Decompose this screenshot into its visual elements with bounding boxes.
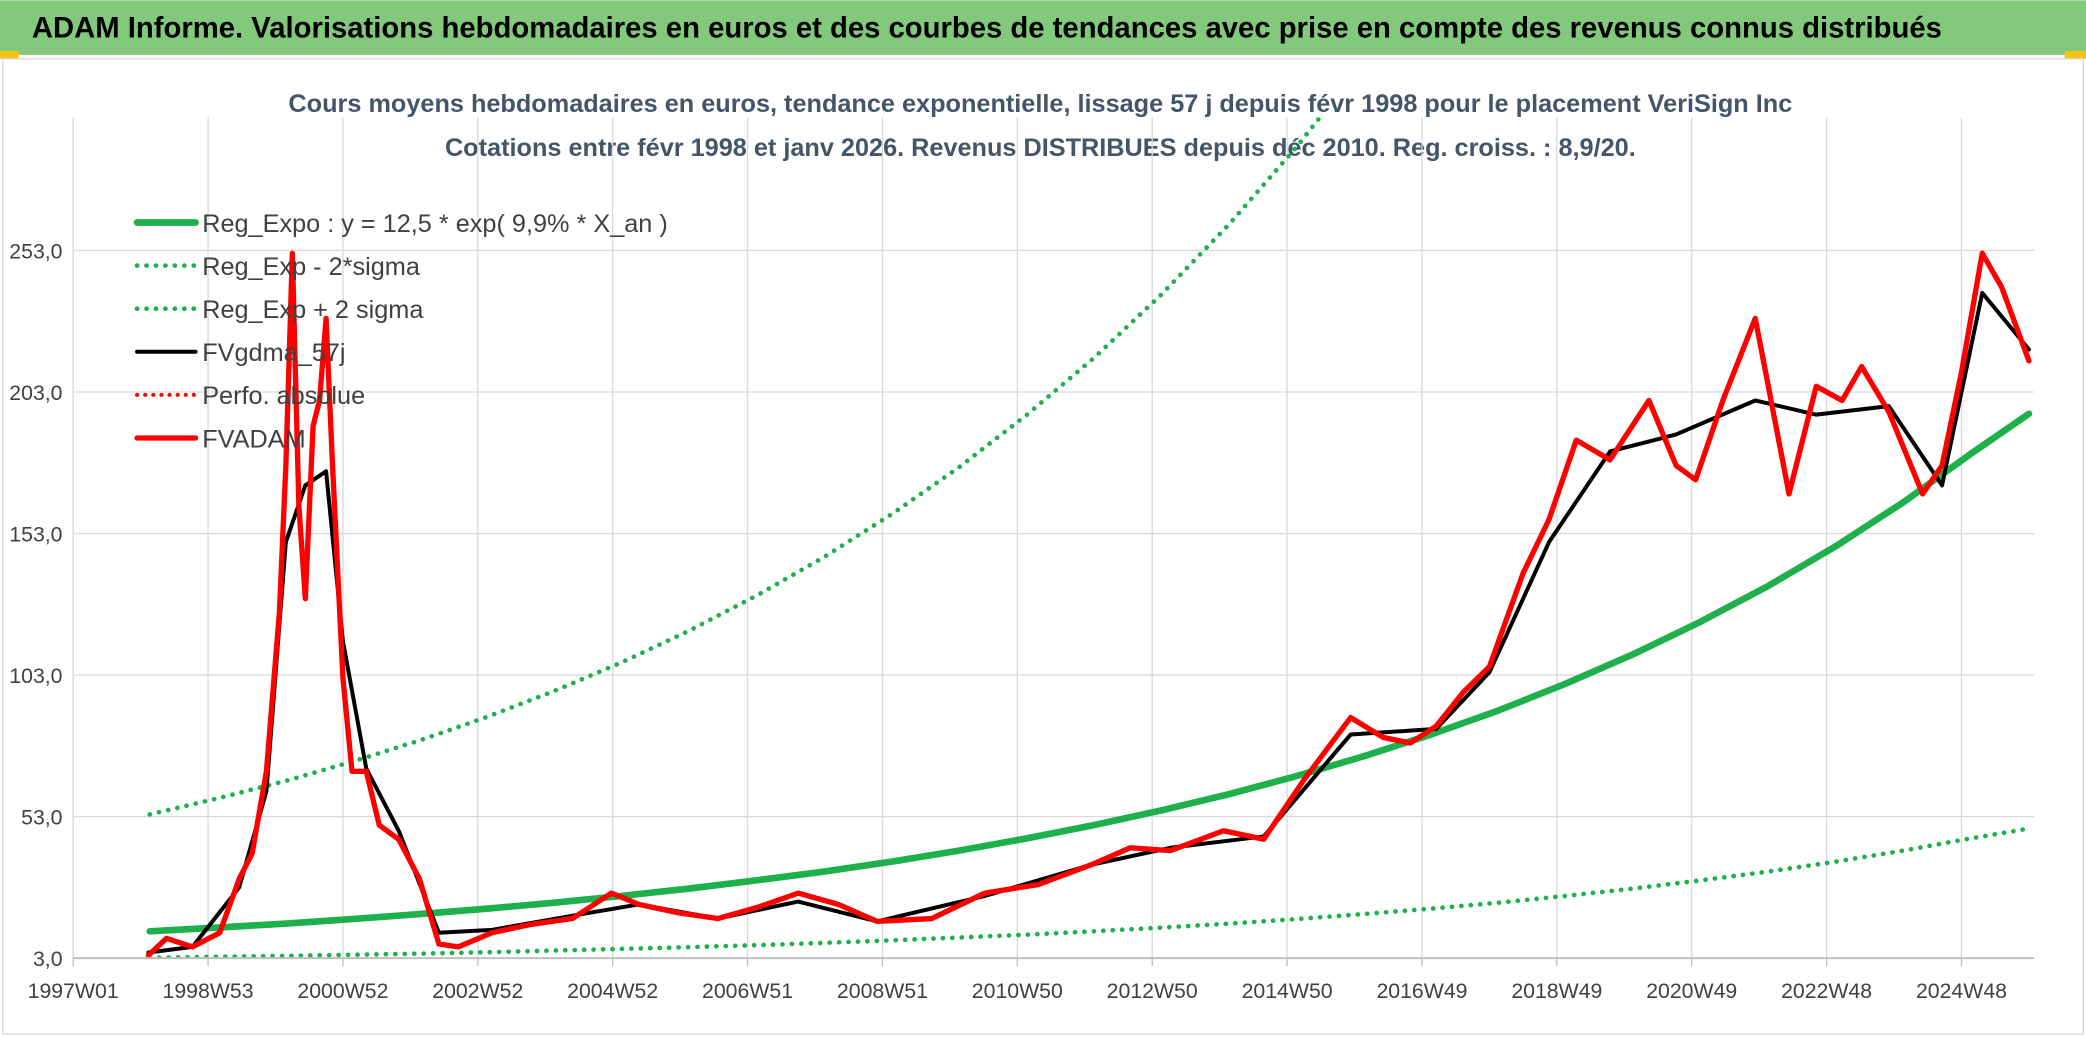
chart-subtitle: Cotations entre févr 1998 et janv 2026. …: [445, 134, 1636, 162]
corner-mark: [2064, 50, 2086, 59]
x-tick-label: 1998W53: [163, 979, 254, 1003]
series-line: [146, 410, 2033, 935]
y-tick-label: 153,0: [9, 523, 62, 547]
chart-title: Cours moyens hebdomadaires en euros, ten…: [288, 90, 1792, 118]
axes: 3,0 53,0 103,0 153,0 203,0 253,0 1997W01 1998W5…: [9, 239, 2035, 1003]
series-line: [147, 826, 2032, 959]
header-bar: [0, 0, 2086, 55]
series-line: [145, 250, 2032, 959]
x-tick-label: 2006W51: [702, 979, 793, 1003]
x-tick-label: 2010W50: [972, 979, 1063, 1003]
x-tick-label: 2008W51: [837, 979, 928, 1003]
x-tick-label: 2020W49: [1646, 979, 1737, 1003]
x-tick-label: 2016W49: [1376, 979, 1467, 1003]
legend-label: FVgdma_57j: [202, 339, 345, 367]
y-tick-label: 3,0: [33, 947, 63, 971]
x-tick-label: 2014W50: [1242, 979, 1333, 1003]
x-tick-label: 2012W50: [1107, 979, 1198, 1003]
y-tick-label: 203,0: [9, 381, 62, 405]
legend-label: Reg_Exp - 2*sigma: [202, 253, 421, 281]
corner-mark: [0, 50, 19, 59]
x-tick-label: 2024W48: [1916, 979, 2007, 1003]
legend-label: Reg_Exp + 2 sigma: [202, 296, 424, 324]
plot-area: [145, 117, 2033, 959]
legend-label: FVADAM: [202, 425, 305, 453]
chart-frame: [1, 58, 2085, 1035]
legend-label: Perfo. absolue: [202, 382, 365, 410]
x-tick-label: 2018W49: [1511, 979, 1602, 1003]
x-tick-label: 2004W52: [567, 979, 658, 1003]
y-tick-label: 53,0: [21, 806, 62, 830]
x-tick-label: 1997W01: [28, 979, 119, 1003]
x-tick-label: 2022W48: [1781, 979, 1872, 1003]
legend: Reg_Expo : y = 12,5 * exp( 9,9% * X_an )…: [133, 210, 668, 453]
legend-label: Reg_Expo : y = 12,5 * exp( 9,9% * X_an ): [202, 210, 668, 238]
header-title: ADAM Informe. Valorisations hebdomadaire…: [32, 13, 1942, 45]
grid: [72, 117, 2035, 959]
y-tick-label: 253,0: [9, 239, 62, 263]
x-tick-label: 2000W52: [297, 979, 388, 1003]
y-tick-label: 103,0: [9, 664, 62, 688]
x-tick-label: 2002W52: [432, 979, 523, 1003]
